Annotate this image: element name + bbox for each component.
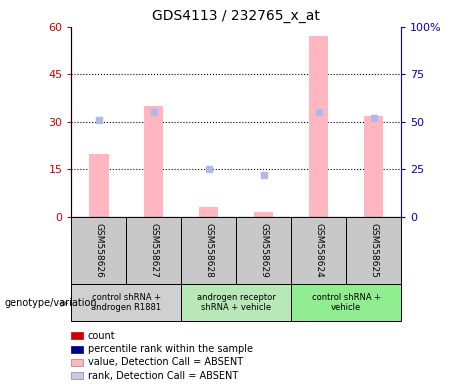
Bar (89, 154, 108, 217)
Bar (199, 207, 219, 217)
Bar (71, 284, 181, 321)
Bar (144, 106, 164, 217)
Text: count: count (88, 331, 115, 341)
Bar (291, 217, 346, 284)
Text: rank, Detection Call = ABSENT: rank, Detection Call = ABSENT (88, 371, 238, 381)
Text: genotype/variation: genotype/variation (5, 298, 97, 308)
Text: GSM558624: GSM558624 (314, 223, 323, 278)
Text: GSM558627: GSM558627 (149, 223, 159, 278)
Text: androgen receptor
shRNA + vehicle: androgen receptor shRNA + vehicle (197, 293, 276, 312)
Bar (236, 217, 291, 284)
Text: GSM558628: GSM558628 (204, 223, 213, 278)
Text: control shRNA +
androgen R1881: control shRNA + androgen R1881 (91, 293, 161, 312)
Text: value, Detection Call = ABSENT: value, Detection Call = ABSENT (88, 358, 242, 367)
Bar (126, 217, 181, 284)
Text: control shRNA +
vehicle: control shRNA + vehicle (312, 293, 381, 312)
Text: GSM558629: GSM558629 (259, 223, 268, 278)
Bar (181, 284, 291, 321)
Bar (291, 284, 401, 321)
Bar (346, 217, 401, 284)
Bar (364, 116, 383, 217)
Title: GDS4113 / 232765_x_at: GDS4113 / 232765_x_at (152, 9, 320, 23)
Text: GSM558625: GSM558625 (369, 223, 378, 278)
Text: percentile rank within the sample: percentile rank within the sample (88, 344, 253, 354)
Bar (309, 36, 328, 217)
Bar (71, 217, 126, 284)
Text: GSM558626: GSM558626 (95, 223, 103, 278)
Bar (254, 212, 273, 217)
Bar (181, 217, 236, 284)
